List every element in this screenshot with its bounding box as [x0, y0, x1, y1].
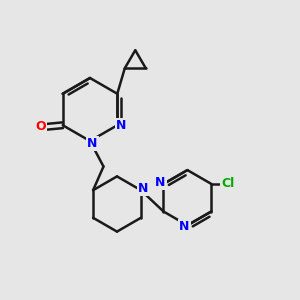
Text: N: N: [87, 137, 98, 150]
Text: Cl: Cl: [221, 177, 234, 190]
Text: O: O: [35, 120, 46, 133]
Text: N: N: [155, 176, 166, 189]
Text: N: N: [116, 119, 126, 132]
Text: N: N: [179, 220, 190, 233]
Text: N: N: [138, 182, 148, 195]
